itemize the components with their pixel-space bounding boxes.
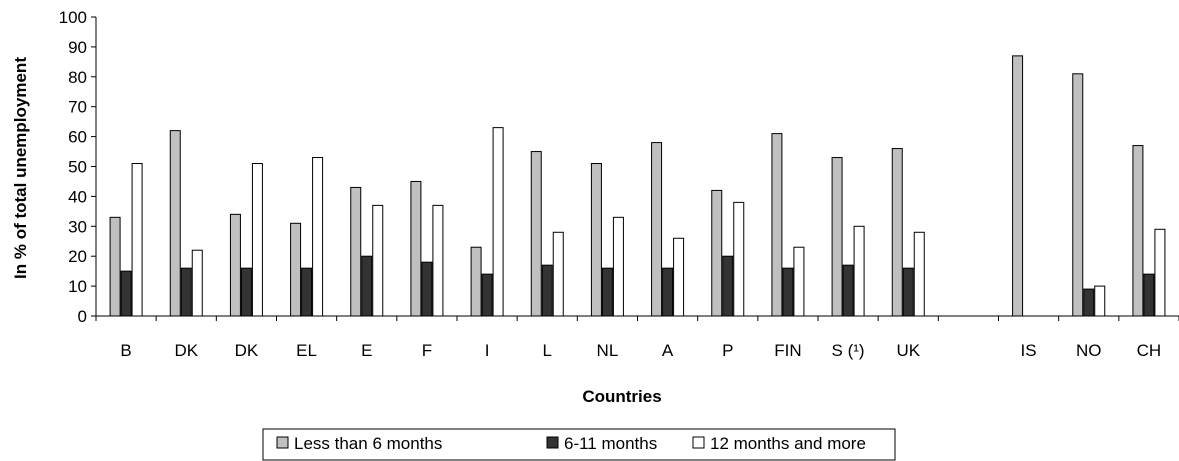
bar-series-1 [120,270,132,317]
x-tick-label: CH [1137,341,1162,360]
bar-series-0 [651,142,663,317]
bar-series-0 [891,148,903,317]
y-tick-label: 100 [59,8,87,27]
bar-series-2 [432,204,444,317]
bar-series-1 [361,255,373,317]
x-tick-label: A [662,341,674,360]
x-tick-label: IS [1021,341,1037,360]
bar-series-2 [913,231,925,317]
bar-series-1 [842,264,854,317]
bar-series-2 [733,201,745,317]
bar-series-1 [601,267,613,317]
bar-series-0 [290,222,302,317]
y-tick-label: 20 [68,247,87,266]
x-tick-label: L [543,341,552,360]
bar-series-1 [662,267,674,317]
y-tick-label: 50 [68,158,87,177]
x-tick-label: P [722,341,733,360]
bar-series-0 [530,151,542,317]
bar-series-0 [711,189,723,317]
x-tick-label: UK [896,341,920,360]
x-tick-label: E [361,341,372,360]
y-tick-label: 0 [78,307,87,326]
legend: Less than 6 months 6-11 months 12 months… [262,428,896,461]
bar-series-0 [771,133,783,317]
legend-swatch-12-plus [692,436,705,449]
bar-series-0 [109,216,121,317]
bar-series-2 [131,163,143,317]
bar-series-0 [350,186,362,317]
bar-series-2 [372,204,384,317]
legend-swatch-6-11 [546,436,559,449]
bar-series-2 [1154,228,1166,317]
bar-series-1 [481,273,493,317]
legend-label-less-than-6: Less than 6 months [294,434,442,453]
legend-label-12-plus: 12 months and more [710,434,866,453]
bar-series-2 [1094,285,1106,317]
bar-series-1 [1143,273,1155,317]
bar-series-1 [722,255,734,317]
bar-series-0 [169,130,181,317]
x-tick-label: I [485,341,490,360]
x-tick-label: NL [597,341,619,360]
x-tick-label: S (¹) [832,341,865,360]
bar-series-2 [191,249,203,317]
y-tick-label: 10 [68,277,87,296]
y-tick-label: 80 [68,68,87,87]
legend-swatch-less-than-6 [276,436,289,449]
bar-series-0 [1072,73,1084,317]
bar-series-1 [180,267,192,317]
bar-series-0 [1012,55,1024,317]
x-tick-label: EL [296,341,317,360]
bar-series-2 [612,216,624,317]
x-axis-title: Countries [582,387,661,406]
y-axis-title: In % of total unemployment [11,57,30,279]
bar-series-2 [312,157,324,317]
bar-series-0 [470,246,482,317]
bar-series-0 [410,180,422,317]
bar-series-1 [902,267,914,317]
bar-series-0 [590,163,602,317]
x-tick-label: B [120,341,131,360]
x-tick-label: NO [1076,341,1102,360]
bar-series-1 [301,267,313,317]
bar-series-1 [1083,288,1095,317]
x-axis-labels: B DK DK EL E F I L NL A P FIN S (¹) UK IS NO CH [95,316,1179,360]
bar-series-2 [552,231,564,317]
bar-series-2 [492,127,504,317]
x-tick-label: F [422,341,432,360]
legend-label-6-11: 6-11 months [564,434,657,453]
bar-series-2 [251,163,263,317]
bar-series-0 [229,213,241,317]
bar-series-0 [1132,145,1144,317]
y-tick-label: 70 [68,98,87,117]
bar-series-1 [421,261,433,317]
bar-series-0 [831,157,843,317]
bar-series-1 [240,267,252,317]
x-tick-label: DK [235,341,259,360]
bar-series-2 [673,237,685,317]
x-tick-label: DK [174,341,198,360]
x-tick-label: FIN [774,341,801,360]
legend-box [262,428,896,461]
bar-series-2 [793,246,805,317]
y-tick-label: 60 [68,128,87,147]
y-axis-ticks: 0 10 20 30 40 50 60 70 80 90 100 [59,8,96,326]
bar-series-1 [782,267,794,317]
y-tick-label: 40 [68,187,87,206]
bars [109,55,1166,317]
bar-series-2 [853,225,865,317]
y-tick-label: 90 [68,38,87,57]
y-tick-label: 30 [68,217,87,236]
bar-series-1 [541,264,553,317]
